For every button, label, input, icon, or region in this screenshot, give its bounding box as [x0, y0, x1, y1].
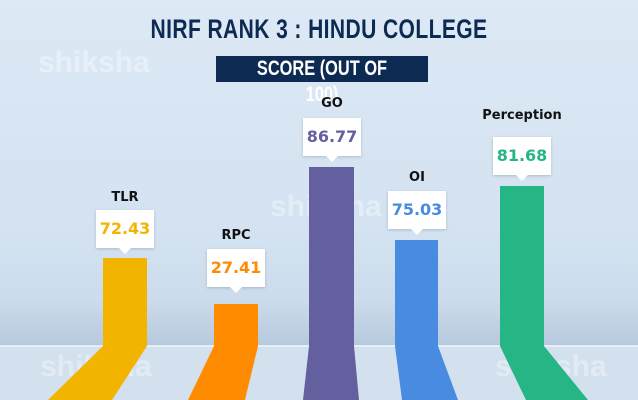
- value-callout-tlr: 72.43: [96, 210, 154, 254]
- bar-perception: [500, 186, 544, 346]
- category-label-oi: OI: [409, 170, 425, 185]
- bar-perception-floor: [500, 346, 588, 400]
- value-callout-oi: 75.03: [388, 191, 446, 235]
- category-label-tlr: TLR: [111, 190, 139, 205]
- value-callout-go: 86.77: [303, 118, 361, 162]
- bar-go: [309, 167, 354, 346]
- bar-oi: [395, 240, 438, 346]
- bar-rpc: [214, 304, 258, 346]
- chart-title: NIRF RANK 3 : HINDU COLLEGE: [150, 14, 488, 44]
- chart-subtitle: SCORE (OUT OF 100): [216, 56, 428, 106]
- category-label-perception: Perception: [482, 108, 562, 123]
- bar-go-floor: [303, 346, 359, 400]
- category-label-go: GO: [321, 96, 343, 111]
- value-callout-rpc: 27.41: [207, 249, 265, 293]
- bar-tlr-floor: [48, 346, 147, 400]
- bar-tlr: [103, 258, 147, 346]
- category-label-rpc: RPC: [221, 228, 251, 243]
- value-callout-perception: 81.68: [493, 137, 551, 181]
- watermark-logo: shiksha: [38, 46, 150, 79]
- bar-oi-floor: [395, 346, 458, 400]
- bar-rpc-floor: [188, 346, 258, 400]
